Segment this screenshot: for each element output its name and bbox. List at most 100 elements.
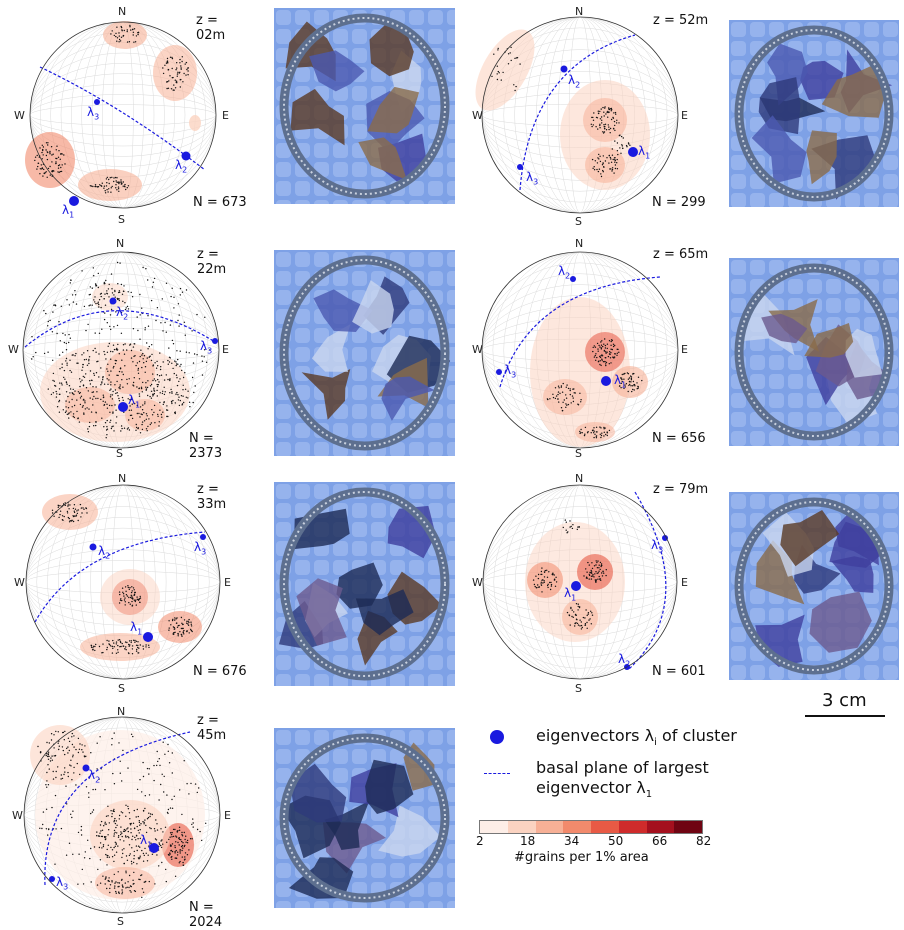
colorbar-segment: [535, 821, 564, 833]
colorbar-ticks: 2 18 34 50 66 82: [470, 834, 730, 850]
colorbar-tick-label: 34: [564, 834, 580, 848]
colorbar-tick-label: 2: [476, 834, 484, 848]
lambda2-label: λ2: [88, 768, 101, 785]
lambda3-label: λ3: [200, 339, 213, 356]
grain-count: N = 2373: [189, 431, 223, 461]
grain-count: N = 673: [193, 195, 247, 210]
east-label: E: [224, 576, 231, 589]
colorbar-title: #grains per 1% area: [514, 850, 649, 865]
south-label: S: [118, 213, 125, 226]
depth-label: z = 65m: [653, 247, 709, 262]
basal-plane-legend-label-2: eigenvector λ1: [536, 778, 653, 801]
panel-z79: N S W E z = 79m N = 601 λ3 λ2 λ1: [470, 472, 720, 695]
stereonet-z33: [25, 484, 221, 680]
lambda1-label: λ1: [140, 833, 153, 850]
depth-label: z = 33m: [197, 482, 227, 512]
lambda2-label: λ2: [618, 652, 631, 669]
lambda2-label: λ2: [568, 73, 581, 90]
lambda3-label: λ3: [504, 363, 517, 380]
east-label: E: [222, 109, 229, 122]
thin-section-z65: [729, 258, 899, 446]
north-label: N: [116, 237, 125, 250]
north-label: N: [117, 705, 126, 718]
lambda1-label: λ1: [130, 620, 143, 637]
west-label: W: [472, 576, 483, 589]
lambda2-label: λ2: [558, 264, 571, 281]
lambda2-label: λ2: [98, 544, 111, 561]
eigenvector-legend-label: eigenvectors λi of cluster: [536, 726, 737, 749]
lambda1-label: λ1: [62, 203, 75, 220]
colorbar-segment: [480, 821, 508, 833]
west-label: W: [14, 576, 25, 589]
south-label: S: [118, 682, 125, 695]
panel-z65: N S W E z = 65m N = 656 λ2 λ3 λ1: [470, 237, 720, 460]
stereonet-z22: [22, 251, 220, 449]
scale-bar: 3 cm: [800, 690, 890, 720]
stereonet-z52: [475, 16, 679, 214]
depth-label: z = 79m: [653, 482, 709, 497]
eigenvector-marker-icon: [490, 730, 504, 744]
depth-label: z = 22m: [197, 247, 227, 277]
west-label: W: [472, 343, 483, 356]
south-label: S: [116, 447, 123, 460]
thin-section-z52: [729, 20, 899, 207]
grain-count: N = 656: [652, 431, 706, 446]
colorbar-segment: [646, 821, 675, 833]
stereonet-z79: [482, 484, 678, 680]
lambda3-label: λ3: [87, 105, 100, 122]
thin-section-z22: [274, 250, 455, 456]
north-label: N: [118, 5, 127, 18]
thin-section-z02: [274, 8, 455, 204]
thin-section-z45: [274, 728, 455, 908]
south-label: S: [575, 682, 582, 695]
lambda1-label: λ1: [638, 144, 651, 161]
panel-z22: N S W E z = 22m N = 2373 λ2 λ3 λ1: [0, 237, 250, 461]
panel-z52: N S W E z = 52m N = 299 λ2 λ3 λ1: [470, 5, 720, 228]
south-label: S: [575, 215, 582, 228]
west-label: W: [8, 343, 19, 356]
colorbar-segment: [507, 821, 536, 833]
depth-label: z = 52m: [653, 13, 709, 28]
colorbar-tick-label: 18: [520, 834, 536, 848]
lambda3-label: λ3: [526, 170, 539, 187]
thin-section-z79: [729, 492, 899, 680]
grain-count: N = 299: [652, 195, 706, 210]
panel-z45: N S W E z = 45m N = 2024 λ2 λ3 λ1: [0, 705, 250, 930]
basal-plane-legend-label-1: basal plane of largest: [536, 758, 709, 777]
depth-label: z = 45m: [197, 713, 227, 743]
east-label: E: [224, 809, 231, 822]
colorbar-tick-label: 50: [608, 834, 624, 848]
colorbar-tick-label: 82: [696, 834, 712, 848]
scale-bar-label: 3 cm: [822, 690, 867, 711]
basal-plane-line-icon: [484, 773, 510, 774]
south-label: S: [117, 915, 124, 928]
east-label: E: [222, 343, 229, 356]
grain-count: N = 676: [193, 664, 247, 679]
north-label: N: [575, 237, 584, 250]
stereonet-z02: [25, 21, 217, 209]
grain-count: N = 2024: [189, 900, 223, 930]
lambda3-label: λ3: [56, 875, 69, 892]
lambda1-label: λ1: [564, 586, 577, 603]
north-label: N: [575, 5, 584, 18]
colorbar-tick-label: 66: [652, 834, 668, 848]
west-label: W: [472, 109, 483, 122]
colorbar-segment: [674, 821, 702, 833]
lambda2-label: λ2: [116, 305, 129, 322]
east-label: E: [681, 343, 688, 356]
stereonet-z45: [23, 716, 221, 914]
legend: eigenvectors λi of cluster basal plane o…: [470, 720, 890, 880]
east-label: E: [681, 109, 688, 122]
grain-count: N = 601: [652, 664, 706, 679]
panel-z33: N S W E z = 33m N = 676 λ2 λ3 λ1: [0, 472, 250, 695]
colorbar-segment: [618, 821, 647, 833]
lambda3-label: λ3: [194, 540, 207, 557]
west-label: W: [12, 809, 23, 822]
north-label: N: [118, 472, 127, 485]
lambda1-label: λ1: [614, 373, 627, 390]
lambda3-label: λ3: [651, 538, 664, 555]
panel-z02: N S W E z = 02m N = 673 λ3 λ2 λ1: [0, 5, 250, 226]
depth-label: z = 02m: [196, 13, 226, 43]
colorbar-segment: [563, 821, 591, 833]
lambda1-label: λ1: [128, 393, 141, 410]
